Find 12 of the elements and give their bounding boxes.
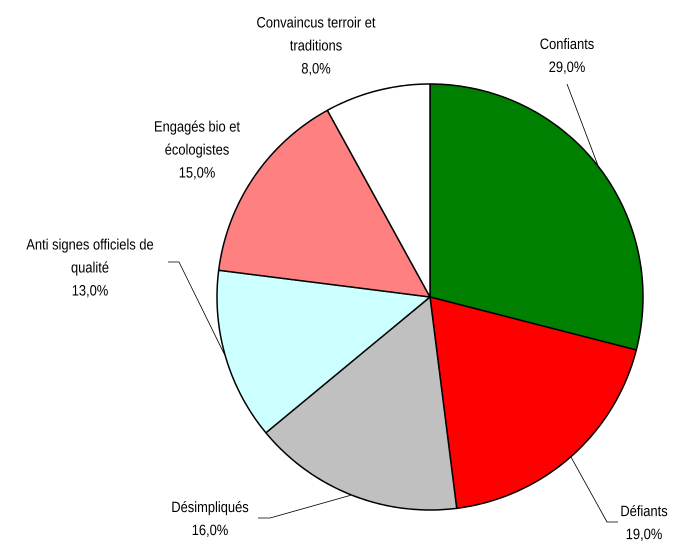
slice-label: Confiants [540,38,594,50]
slice-label: Anti signes officiels de qualité [26,238,154,276]
slice-label: Convaincus terroir et traditions [257,16,376,51]
slice-label: Engagés bio et écologistes [155,120,240,158]
data-label: 16,0% [192,524,228,537]
slice-label: Défiants [621,505,668,516]
data-label: 8,0% [302,63,330,76]
data-label: 15,0% [180,167,215,180]
slice-label: Désimpliqués [172,501,248,516]
data-label: 19,0% [626,528,662,541]
data-label: 13,0% [72,285,108,298]
data-label: 29,0% [549,62,585,74]
